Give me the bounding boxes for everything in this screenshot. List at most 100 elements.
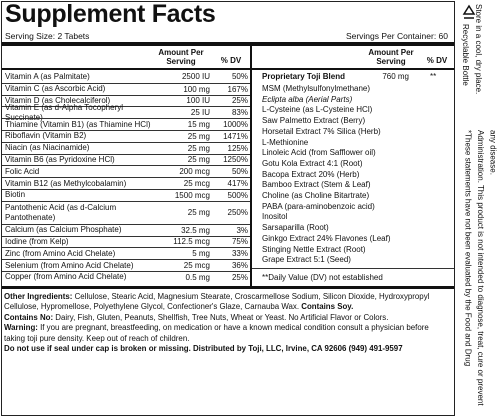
nutrient-row: Calcium (as Calcium Phosphate) 32.5 mg 3% xyxy=(2,223,250,236)
nutrient-row: Riboflavin (Vitamin B2) 25 mg 1471% xyxy=(2,130,250,142)
amount: 25 mcg xyxy=(183,261,210,271)
ingredient: Bacopa Extract 20% (Herb) xyxy=(262,169,360,179)
amount: 2500 IU xyxy=(181,72,210,82)
nutrient-name: Copper (from Amino Acid Chelate) xyxy=(5,272,127,282)
serving-size: Serving Size: 2 Tabets xyxy=(5,31,90,41)
column-header: % DV xyxy=(426,56,448,65)
nutrient-row: Folic Acid 200 mcg 50% xyxy=(2,165,250,177)
amount: 15 mg xyxy=(187,120,210,130)
ingredient: Inositol xyxy=(262,212,288,222)
ingredient: Ginkgo Extract 24% Flavones (Leaf) xyxy=(262,233,391,243)
amount: 5 mg xyxy=(192,249,210,259)
nutrient-row: Niacin (as Niacinamide) 25 mg 125% xyxy=(2,141,250,154)
daily-value: 500% xyxy=(227,190,248,200)
ingredient: PABA (para-aminobenzoic acid) xyxy=(262,201,375,211)
label: Warning: xyxy=(4,323,38,333)
nutrient-name: Vitamin B6 (as Pyridoxine HCl) xyxy=(5,154,115,164)
ingredient: Choline (as Choline Bitartrate) xyxy=(262,191,370,200)
text: Dairy, Fish, Gluten, Peanuts, Shellfish,… xyxy=(55,312,389,322)
thick-rule xyxy=(2,286,454,289)
label: Contains No: xyxy=(4,312,54,322)
nutrient-row: Thiamine (Vitamin B1) (as Thiamine HCl) 1… xyxy=(2,118,250,130)
daily-value: 1471% xyxy=(223,131,248,141)
nutrient-name: Vitamin B12 (as Methylcobalamin) xyxy=(5,178,127,188)
ingredient: Eclipta alba (Aerial Parts) xyxy=(262,94,353,104)
blend-name: Proprietary Toji Blend xyxy=(262,72,345,81)
recycle-icon xyxy=(462,4,476,19)
label: Contains Soy. xyxy=(301,302,354,312)
recyclable: Recyclable Bottle xyxy=(461,24,470,86)
nutrient-row: Vitamin B12 (as Methylcobalamin) 25 mcg 41… xyxy=(2,177,250,189)
nutrient-row: Vitamin A (as Palmitate) 2500 IU 50% xyxy=(2,71,250,83)
nutrient-name: Niacin (as Niacinamide) xyxy=(5,143,90,153)
ingredient: Horsetail Extract 7% Silica (Herb) xyxy=(262,126,381,136)
amount: 200 mcg xyxy=(179,167,210,177)
daily-value: 75% xyxy=(231,237,248,247)
daily-value: 50% xyxy=(231,72,248,82)
daily-value: 1000% xyxy=(223,120,248,130)
nutrient-row: Vitamin C (as Ascorbic Acid) 100 mg 167% xyxy=(2,82,250,95)
rule xyxy=(252,268,454,269)
amount: 25 mg xyxy=(187,143,210,153)
daily-value: 36% xyxy=(231,261,248,271)
ingredient: Linoleic Acid (from Safflower oil) xyxy=(262,148,376,158)
ingredient: Bamboo Extract (Stem & Leaf) xyxy=(262,180,371,190)
nutrient-row: Vitamin E (as d-Alpha Tocopheryl Succina… xyxy=(2,102,250,122)
nutrient-row: Copper (from Amino Acid Chelate) 0.5 mg 25… xyxy=(2,271,250,283)
nutrient-name: Riboflavin (Vitamin B2) xyxy=(5,131,87,141)
nutrient-row: Selenium (from Amino Acid Chelate) 25 mcg… xyxy=(2,259,250,271)
daily-value: 167% xyxy=(227,84,248,94)
nutrient-name: Vitamin E (as d-Alpha Tocopheryl Succina… xyxy=(5,102,123,122)
text: If you are pregnant, breastfeeding, on m… xyxy=(4,323,429,343)
daily-value: 25% xyxy=(231,272,248,282)
thick-rule xyxy=(2,42,454,46)
divider xyxy=(250,42,252,287)
ingredient: Saw Palmetto Extract (Berry) xyxy=(262,116,366,126)
nutrient-name: Pantothenic Acid (as d-Calcium Pantothen… xyxy=(5,202,117,222)
amount: 0.5 mg xyxy=(185,272,210,282)
title: Supplement Facts xyxy=(5,0,216,28)
ingredient: L-Methionine xyxy=(262,137,309,147)
footnote: **Daily Value (DV) not established xyxy=(262,273,383,282)
amount: 1500 mcg xyxy=(174,190,210,200)
daily-value: 1250% xyxy=(223,155,248,165)
nutrient-name: Calcium (as Calcium Phosphate) xyxy=(5,225,122,235)
blend-dv: ** xyxy=(430,72,437,81)
daily-value: 83% xyxy=(231,108,248,118)
ingredient: Grape Extract 5:1 (Seed) xyxy=(262,255,351,265)
amount: 25 mg xyxy=(187,131,210,141)
amount: 25 mg xyxy=(187,155,210,165)
nutrient-name: Thiamine (Vitamin B1) (as Thiamine HCl) xyxy=(5,119,151,129)
nutrient-row: Iodine (from Kelp) 112.5 mcg 75% xyxy=(2,235,250,248)
header-rule xyxy=(252,68,454,70)
nutrient-row: Biotin 1500 mcg 500% xyxy=(2,189,250,201)
amount: 25 IU xyxy=(190,108,210,118)
ingredient: MSM (Methylsulfonylmethane) xyxy=(262,84,371,93)
daily-value: 250% xyxy=(227,208,248,218)
nutrient-name: Vitamin C (as Ascorbic Acid) xyxy=(5,84,106,94)
amount: 100 IU xyxy=(186,96,210,106)
nutrient-name: Vitamin A (as Palmitate) xyxy=(5,71,90,81)
daily-value: 125% xyxy=(227,143,248,153)
amount: 25 mcg xyxy=(183,179,210,189)
ingredient: L-Cysteine (as L-Cysteine HCl) xyxy=(262,105,373,115)
distributor: Do not use if seal under cap is broken o… xyxy=(4,344,403,354)
nutrient-name: Zinc (from Amino Acid Chelate) xyxy=(5,248,116,258)
nutrient-name: Selenium (from Amino Acid Chelate) xyxy=(5,260,134,270)
header-rule xyxy=(2,68,250,70)
daily-value: 33% xyxy=(231,249,248,259)
daily-value: 3% xyxy=(236,225,248,235)
nutrient-row: Pantothenic Acid (as d-Calcium Pantothen… xyxy=(2,200,250,224)
column-header: Amount Per Serving xyxy=(368,48,414,66)
footer: Other Ingredients: Cellulose, Stearic Ac… xyxy=(4,292,450,354)
nutrient-name: Folic Acid xyxy=(5,166,40,176)
nutrient-row: Vitamin D (as Cholecalciferol) 100 IU 25% xyxy=(2,94,250,107)
nutrient-row: Vitamin B6 (as Pyridoxine HCl) 25 mg 1250% xyxy=(2,153,250,166)
storage: Store in a cool, dry place. xyxy=(474,4,483,95)
nutrient-name: Iodine (from Kelp) xyxy=(5,236,69,246)
daily-value: 25% xyxy=(231,96,248,106)
column-header: Amount Per Serving xyxy=(158,48,204,66)
daily-value: 50% xyxy=(231,167,248,177)
disclaimer: *These statements have not been evaluate… xyxy=(463,130,498,406)
